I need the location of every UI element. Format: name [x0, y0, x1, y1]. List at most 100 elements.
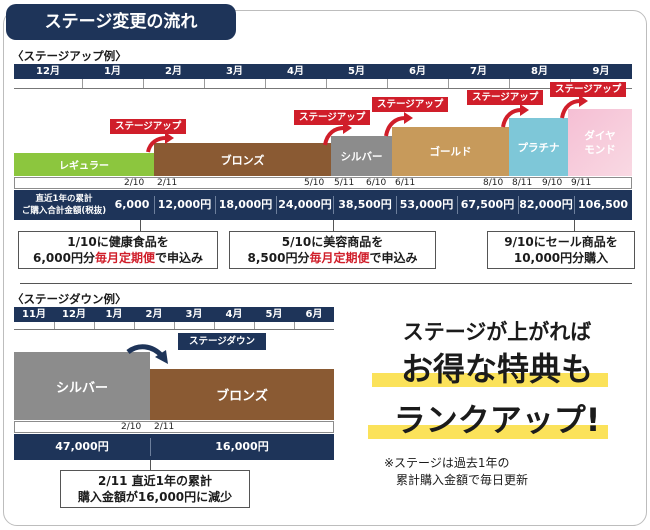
date-label: 6/11 [395, 178, 416, 188]
stage-diamond-line2: モンド [584, 143, 616, 156]
promo-line-2: お得な特典も [400, 350, 593, 388]
month-divider [174, 322, 175, 330]
note-text: 5/10に美容商品を [281, 235, 384, 249]
stage-diamond: ダイヤ モンド [568, 109, 632, 176]
down-value-bar: 47,000円 16,000円 [14, 434, 334, 460]
month-label: 5月 [265, 309, 283, 320]
value-caption-line2: ご購入合計金額(税抜) [21, 206, 107, 216]
month-label: 11月 [22, 309, 46, 320]
month-divider [204, 79, 205, 89]
date-label: 2/10 [121, 422, 142, 432]
up-value-bar: 直近1年の累計 ご購入合計金額(税抜) 6,000円 12,000円 18,00… [14, 190, 632, 241]
stage-regular: レギュラー [14, 153, 154, 176]
date-label: 2/10 [124, 178, 145, 188]
stage-platinum: プラチナ [509, 118, 568, 176]
date-label: 5/10 [304, 178, 325, 188]
value-divider [276, 196, 277, 214]
note-amount: 8,500円分 [247, 251, 310, 265]
stage-silver: シルバー [14, 352, 150, 420]
month-label: 2月 [165, 66, 182, 77]
note-text-line2: 購入金額が16,000円に減少 [77, 490, 233, 504]
month-label: 8月 [531, 66, 548, 77]
purchase-note-2: 5/10に美容商品を 8,500円分毎月定期便で申込み [229, 231, 436, 269]
month-label: 1月 [104, 66, 121, 77]
value-divider [333, 196, 334, 214]
month-divider [326, 79, 327, 89]
note-connector [150, 460, 151, 472]
month-divider [294, 322, 295, 330]
note-text: 2/11 直近1年の累計 [98, 474, 212, 488]
date-label: 5/11 [334, 178, 355, 188]
note-text-line2: 10,000円分購入 [513, 251, 609, 265]
cumulative-value: 12,000円 [157, 198, 212, 211]
month-label: 6月 [409, 66, 426, 77]
stage-down-label: 〈ステージダウン例〉 [12, 292, 127, 306]
stage-bronze: ブロンズ [154, 143, 331, 176]
month-divider [143, 79, 144, 89]
purchase-note-1: 1/10に健康食品を 6,000円分毎月定期便で申込み [18, 231, 218, 269]
note-text-line2: 6,000円分毎月定期便で申込み [19, 250, 217, 266]
value-divider [150, 438, 151, 456]
footnote-line-1: ※ステージは過去1年の [384, 456, 510, 470]
note-amount: 6,000円分 [33, 251, 95, 265]
month-label: 4月 [225, 309, 243, 320]
month-label: 1月 [105, 309, 123, 320]
value-bar-caption: 直近1年の累計 ご購入合計金額(税抜) [18, 193, 110, 217]
content-frame [3, 10, 647, 526]
value-divider [457, 196, 458, 214]
value-divider [396, 196, 397, 214]
month-label: 6月 [305, 309, 323, 320]
promo-line-3: ランクアップ! [393, 401, 601, 439]
note-text-line2: 8,500円分毎月定期便で申込み [230, 250, 435, 266]
timeline-line [14, 329, 334, 330]
note-connector [333, 220, 334, 232]
value-divider [215, 196, 216, 214]
date-label: 8/10 [483, 178, 504, 188]
date-label: 6/10 [366, 178, 387, 188]
month-divider [448, 79, 449, 89]
month-label: 12月 [36, 66, 60, 77]
cumulative-value: 67,500円 [460, 198, 515, 211]
month-label: 4月 [287, 66, 304, 77]
footnote-line-2: 累計購入金額で毎日更新 [396, 473, 529, 487]
note-text: 9/10にセール商品を [504, 235, 618, 249]
date-label: 9/11 [571, 178, 592, 188]
highlight-marker [372, 373, 608, 387]
stage-up-ribbon: ステージアップ [550, 82, 627, 97]
cumulative-value: 38,500円 [338, 198, 392, 211]
month-label: 3月 [185, 309, 203, 320]
month-divider [509, 79, 510, 89]
stage-gold: ゴールド [392, 127, 509, 176]
cumulative-value: 16,000円 [215, 440, 269, 453]
down-date-bar [14, 421, 334, 433]
section-divider [20, 283, 632, 284]
date-label: 8/11 [512, 178, 533, 188]
promo-line-1: ステージが上がれば [402, 320, 592, 344]
stage-up-ribbon: ステージアップ [294, 110, 371, 125]
value-divider [518, 196, 519, 214]
cumulative-value: 24,000円 [278, 198, 332, 211]
month-divider [82, 79, 83, 89]
up-date-bar [14, 177, 632, 189]
month-label: 5月 [348, 66, 365, 77]
timeline-line [14, 88, 632, 89]
value-caption-line1: 直近1年の累計 [35, 194, 93, 204]
note-connector [140, 220, 141, 232]
month-divider [387, 79, 388, 89]
stage-up-ribbon: ステージアップ [110, 119, 187, 134]
note-text: 1/10に健康食品を [67, 235, 169, 249]
month-label: 9月 [592, 66, 610, 77]
purchase-note-3: 9/10にセール商品を 10,000円分購入 [487, 231, 635, 269]
cumulative-value: 82,000円 [519, 198, 573, 211]
value-divider [154, 196, 155, 214]
date-label: 9/10 [542, 178, 563, 188]
stage-down-ribbon: ステージダウン [178, 333, 266, 350]
section-title: ステージ変更の流れ [6, 4, 236, 40]
note-connector [574, 220, 575, 232]
cumulative-value: 53,000円 [399, 198, 454, 211]
note-tail: で申込み [369, 251, 418, 265]
stage-down-note: 2/11 直近1年の累計 購入金額が16,000円に減少 [60, 470, 250, 508]
month-divider [94, 322, 95, 330]
